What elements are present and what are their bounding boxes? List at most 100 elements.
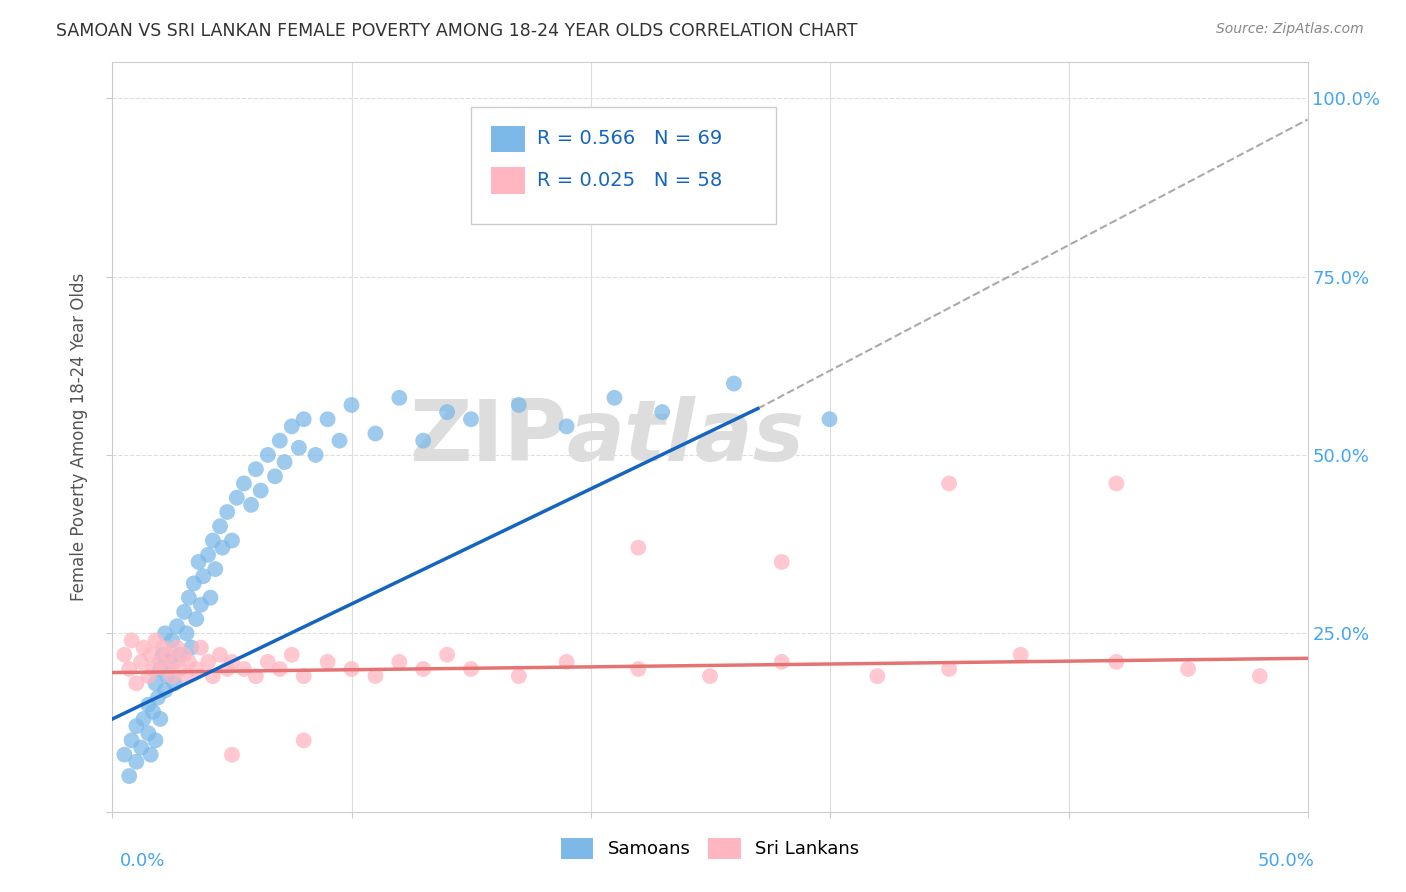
Text: atlas: atlas <box>567 395 804 479</box>
Point <box>177 591 200 605</box>
Point <box>159 655 181 669</box>
Point <box>245 669 267 683</box>
Point <box>173 648 195 662</box>
Point <box>555 419 578 434</box>
Point <box>1105 655 1128 669</box>
Legend: Samoans, Sri Lankans: Samoans, Sri Lankans <box>561 838 859 859</box>
Point <box>152 640 174 655</box>
Point <box>305 448 328 462</box>
Point <box>209 519 232 533</box>
Point <box>460 662 482 676</box>
Point <box>118 769 141 783</box>
Point <box>316 655 339 669</box>
Point <box>201 533 224 548</box>
Point <box>166 619 188 633</box>
Point <box>169 648 191 662</box>
Point <box>288 441 311 455</box>
Point <box>149 712 172 726</box>
Point <box>138 698 160 712</box>
Point <box>257 448 280 462</box>
Point <box>149 655 172 669</box>
Point <box>200 591 222 605</box>
Point <box>340 662 363 676</box>
Point <box>770 555 793 569</box>
Point <box>183 576 205 591</box>
Point <box>121 633 143 648</box>
Point <box>866 669 889 683</box>
Point <box>938 662 960 676</box>
Point <box>257 655 280 669</box>
Point <box>162 669 183 683</box>
Point <box>240 498 263 512</box>
Point <box>139 747 162 762</box>
Point <box>125 676 148 690</box>
Point <box>180 640 202 655</box>
Point <box>225 491 247 505</box>
Point <box>129 655 152 669</box>
Point <box>460 412 482 426</box>
Point <box>166 640 188 655</box>
Point <box>436 405 458 419</box>
Point <box>555 655 578 669</box>
Point <box>138 726 160 740</box>
Point <box>508 669 530 683</box>
Point <box>221 533 243 548</box>
Text: Source: ZipAtlas.com: Source: ZipAtlas.com <box>1216 22 1364 37</box>
Point <box>211 541 233 555</box>
Point <box>292 412 315 426</box>
Point <box>187 555 209 569</box>
Point <box>627 662 650 676</box>
Point <box>627 541 650 555</box>
Point <box>145 676 167 690</box>
Point <box>153 683 176 698</box>
Point <box>436 648 458 662</box>
Point <box>217 662 239 676</box>
Point <box>139 648 162 662</box>
Point <box>177 655 200 669</box>
Point <box>603 391 626 405</box>
Text: R = 0.566   N = 69: R = 0.566 N = 69 <box>537 129 723 148</box>
Point <box>292 669 315 683</box>
Point <box>281 648 304 662</box>
Point <box>132 712 155 726</box>
Point <box>264 469 287 483</box>
Point <box>273 455 295 469</box>
Point <box>340 398 363 412</box>
Point <box>269 434 291 448</box>
Point <box>197 655 219 669</box>
Y-axis label: Female Poverty Among 18-24 Year Olds: Female Poverty Among 18-24 Year Olds <box>70 273 89 601</box>
Point <box>699 669 721 683</box>
Point <box>163 655 186 669</box>
Point <box>221 655 243 669</box>
Point <box>508 398 530 412</box>
Point <box>281 419 304 434</box>
Point <box>152 648 174 662</box>
Point <box>114 648 135 662</box>
Text: 50.0%: 50.0% <box>1258 852 1315 870</box>
Point <box>190 640 212 655</box>
Point <box>818 412 841 426</box>
Point <box>209 648 232 662</box>
Point <box>125 719 148 733</box>
Point <box>149 662 172 676</box>
Point <box>186 662 208 676</box>
Text: R = 0.025   N = 58: R = 0.025 N = 58 <box>537 170 723 190</box>
Point <box>129 740 152 755</box>
Point <box>204 562 226 576</box>
Point <box>121 733 143 747</box>
Point <box>249 483 271 498</box>
Point <box>233 662 256 676</box>
Point <box>176 626 198 640</box>
Point <box>651 405 673 419</box>
Point <box>388 391 411 405</box>
Point <box>176 669 198 683</box>
Point <box>125 755 148 769</box>
Point <box>388 655 411 669</box>
FancyBboxPatch shape <box>471 107 776 224</box>
Point <box>269 662 291 676</box>
Point <box>364 426 387 441</box>
Text: 0.0%: 0.0% <box>120 852 165 870</box>
Point <box>1010 648 1032 662</box>
Point <box>186 612 208 626</box>
Point <box>770 655 793 669</box>
